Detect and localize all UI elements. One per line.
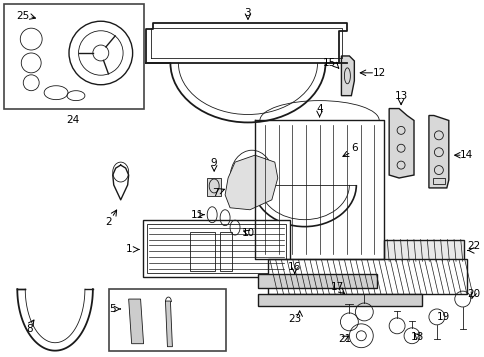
Text: 4: 4 <box>316 104 322 114</box>
Bar <box>257 294 421 306</box>
Text: 2: 2 <box>105 217 112 227</box>
Text: 6: 6 <box>350 143 357 153</box>
Text: 3: 3 <box>244 8 251 18</box>
Bar <box>432 178 444 184</box>
Bar <box>190 232 215 271</box>
Polygon shape <box>165 301 172 347</box>
Text: 22: 22 <box>466 241 479 251</box>
Polygon shape <box>341 56 354 96</box>
Text: 19: 19 <box>436 312 450 322</box>
Text: 8: 8 <box>26 324 32 334</box>
Text: 14: 14 <box>459 150 472 160</box>
Bar <box>142 220 289 277</box>
Bar <box>383 240 463 261</box>
Text: 15: 15 <box>322 58 335 68</box>
Text: 12: 12 <box>372 68 385 78</box>
Text: 10: 10 <box>241 227 254 237</box>
Text: 5: 5 <box>109 304 116 314</box>
Polygon shape <box>128 299 143 344</box>
Bar <box>220 232 231 271</box>
Text: 13: 13 <box>393 91 407 101</box>
Bar <box>146 223 285 273</box>
Text: 1: 1 <box>125 245 132 255</box>
Bar <box>4 4 143 109</box>
Text: 18: 18 <box>409 332 423 342</box>
Text: 7: 7 <box>212 188 218 198</box>
Text: 24: 24 <box>66 115 79 125</box>
Bar <box>267 260 466 294</box>
Text: 20: 20 <box>466 289 479 299</box>
Polygon shape <box>428 116 448 188</box>
Bar <box>108 289 226 351</box>
Polygon shape <box>225 155 277 210</box>
Text: 25: 25 <box>16 11 30 21</box>
Text: 17: 17 <box>330 282 343 292</box>
Bar <box>207 178 221 196</box>
Text: 21: 21 <box>337 334 350 344</box>
Text: 9: 9 <box>211 158 217 168</box>
Text: 23: 23 <box>287 314 301 324</box>
Polygon shape <box>388 109 413 178</box>
Bar <box>257 274 377 288</box>
Text: 16: 16 <box>287 262 301 272</box>
Text: 11: 11 <box>190 210 203 220</box>
